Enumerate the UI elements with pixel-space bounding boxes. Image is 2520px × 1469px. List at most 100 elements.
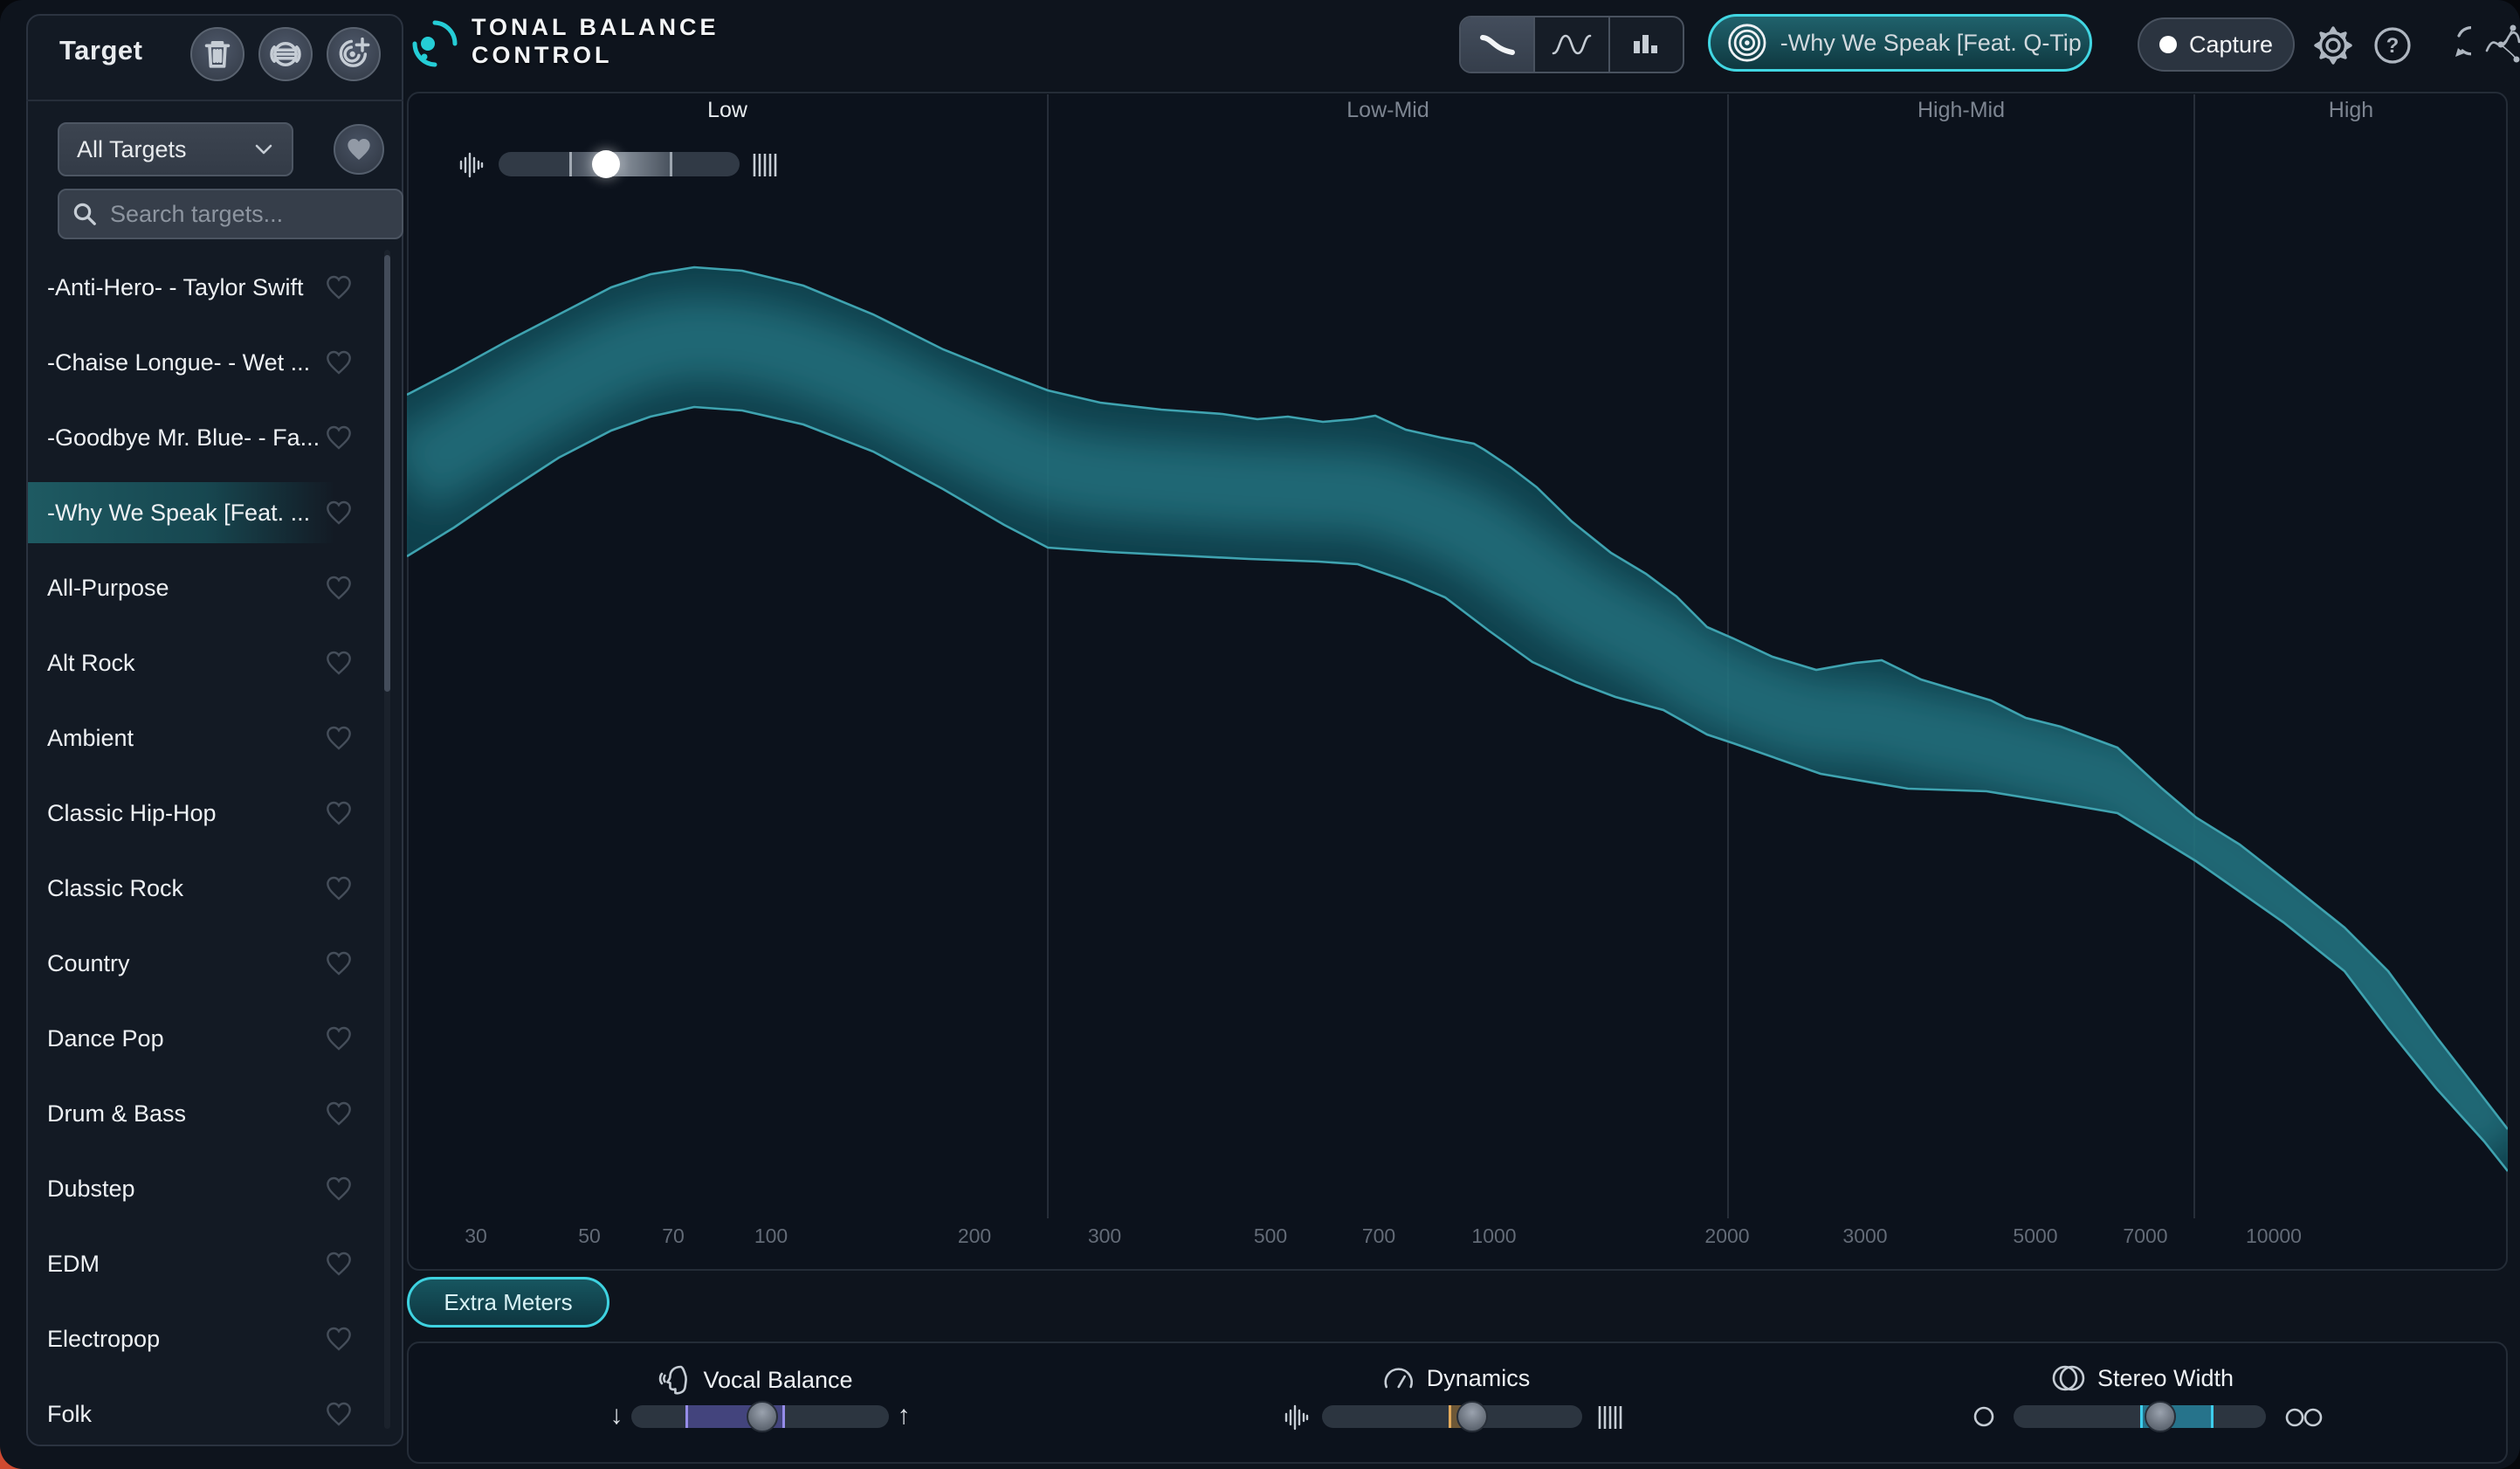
list-item[interactable]: Classic Hip-Hop xyxy=(28,776,377,851)
favorite-heart-icon[interactable] xyxy=(325,1176,353,1202)
band-label-high-mid[interactable]: High-Mid xyxy=(1917,98,2006,122)
list-item[interactable]: Electropop xyxy=(28,1301,377,1376)
stereo-width-knob[interactable] xyxy=(2145,1401,2176,1432)
record-dot-icon xyxy=(2159,36,2177,53)
vocal-balance-slider[interactable] xyxy=(631,1401,889,1432)
list-item[interactable]: Dubstep xyxy=(28,1151,377,1226)
bars-view-button[interactable] xyxy=(1610,17,1683,72)
list-scrollbar-thumb[interactable] xyxy=(384,255,390,692)
list-item[interactable]: -Goodbye Mr. Blue- - Fa... xyxy=(28,400,377,475)
list-item[interactable]: Classic Rock xyxy=(28,851,377,926)
signal-chain-button[interactable] xyxy=(2480,21,2520,66)
add-target-button[interactable] xyxy=(327,27,381,81)
freq-tick-label: 500 xyxy=(1253,1224,1288,1247)
favorite-heart-icon[interactable] xyxy=(325,650,353,676)
favorite-heart-icon[interactable] xyxy=(325,500,353,526)
list-item[interactable]: EDM xyxy=(28,1226,377,1301)
target-name: Classic Rock xyxy=(47,874,184,901)
target-preset-selector[interactable]: -Why We Speak [Feat. Q-Tip ... xyxy=(1708,14,2092,72)
curve-view-button[interactable] xyxy=(1461,17,1536,72)
dynamics-slider[interactable] xyxy=(1322,1401,1582,1432)
list-item[interactable]: Ambient xyxy=(28,700,377,776)
favorite-heart-icon[interactable] xyxy=(325,1251,353,1277)
barcode-icon xyxy=(1598,1406,1622,1429)
favorite-heart-icon[interactable] xyxy=(325,875,353,901)
vocal-head-icon xyxy=(658,1365,687,1395)
target-name: Folk xyxy=(47,1400,93,1427)
list-item[interactable]: -Chaise Longue- - Wet ... xyxy=(28,325,377,400)
target-name: Country xyxy=(47,949,130,976)
list-item[interactable]: Dance Pop xyxy=(28,1001,377,1076)
band-trim-divider xyxy=(670,152,672,176)
dynamics-label: Dynamics xyxy=(1381,1362,1530,1394)
target-name: -Chaise Longue- - Wet ... xyxy=(47,348,311,376)
favorite-heart-icon[interactable] xyxy=(325,1326,353,1352)
list-item[interactable]: Folk xyxy=(28,1376,377,1445)
list-item[interactable]: -Anti-Hero- - Taylor Swift xyxy=(28,250,377,325)
favorite-heart-icon[interactable] xyxy=(325,950,353,976)
list-item[interactable]: Alt Rock xyxy=(28,625,377,700)
freq-tick-label: 700 xyxy=(1361,1224,1396,1247)
freq-tick-label: 3000 xyxy=(1842,1224,1888,1247)
chevron-down-icon xyxy=(255,144,272,155)
favorite-heart-icon[interactable] xyxy=(325,725,353,751)
list-item[interactable]: -Why We Speak [Feat. ... xyxy=(28,475,377,550)
stereo-width-slider[interactable] xyxy=(2014,1401,2266,1432)
band-trim-divider xyxy=(569,152,572,176)
extra-meters-panel xyxy=(407,1341,2508,1464)
band-label-low-mid[interactable]: Low-Mid xyxy=(1346,98,1429,122)
favorite-heart-icon[interactable] xyxy=(325,1100,353,1127)
capture-button[interactable]: Capture xyxy=(2138,17,2295,72)
favorite-heart-icon[interactable] xyxy=(325,1401,353,1427)
target-name: Ambient xyxy=(47,724,134,751)
vocal-balance-knob[interactable] xyxy=(747,1401,778,1432)
favorite-heart-icon[interactable] xyxy=(325,1025,353,1052)
vocal-balance-label: Vocal Balance xyxy=(658,1362,853,1397)
barcode-icon xyxy=(753,154,777,176)
band-label-low[interactable]: Low xyxy=(707,98,747,122)
help-button[interactable]: ? xyxy=(2370,23,2415,68)
waveform-icon xyxy=(459,152,484,178)
list-item[interactable]: Drum & Bass xyxy=(28,1076,377,1151)
favorite-heart-icon[interactable] xyxy=(325,800,353,826)
band-label-high[interactable]: High xyxy=(2328,98,2374,122)
arrow-down-icon: ↓ xyxy=(609,1401,623,1430)
favorite-heart-icon[interactable] xyxy=(325,349,353,376)
capture-label: Capture xyxy=(2188,31,2274,58)
sine-wave-icon xyxy=(1552,34,1592,55)
dynamics-knob[interactable] xyxy=(1456,1401,1488,1432)
gauge-icon xyxy=(1384,1368,1414,1389)
band-trim-thumb[interactable] xyxy=(592,150,620,178)
list-item[interactable]: All-Purpose xyxy=(28,550,377,625)
freq-tick-label: 70 xyxy=(662,1224,685,1247)
freq-tick-label: 1000 xyxy=(1471,1224,1517,1247)
trash-icon xyxy=(204,41,231,68)
gear-icon xyxy=(2314,26,2352,65)
history-button[interactable] xyxy=(2427,23,2473,68)
search-input[interactable] xyxy=(108,199,374,229)
favorite-heart-icon[interactable] xyxy=(325,424,353,451)
bar-meter-icon xyxy=(1634,35,1658,53)
app-title-line1: TONAL BALANCE xyxy=(472,14,720,40)
extra-meters-button[interactable]: Extra Meters xyxy=(407,1277,609,1328)
freq-tick-label: 100 xyxy=(754,1224,788,1247)
delete-target-button[interactable] xyxy=(190,27,244,81)
freq-tick-label: 200 xyxy=(957,1224,992,1247)
favorite-heart-icon[interactable] xyxy=(325,575,353,601)
freq-tick-label: 2000 xyxy=(1704,1224,1750,1247)
question-mark-icon: ? xyxy=(2374,27,2411,64)
target-filter-dropdown[interactable]: All Targets xyxy=(58,122,293,176)
favorites-filter-button[interactable] xyxy=(334,124,384,175)
favorite-heart-icon[interactable] xyxy=(325,274,353,300)
list-scrollbar-track[interactable] xyxy=(384,250,390,1429)
search-field[interactable] xyxy=(58,189,403,239)
smoothing-button[interactable] xyxy=(258,27,313,81)
target-list: -Anti-Hero- - Taylor Swift -Chaise Longue… xyxy=(28,250,377,1445)
wave-view-button[interactable] xyxy=(1535,17,1610,72)
list-item[interactable]: Country xyxy=(28,926,377,1001)
target-name: Dance Pop xyxy=(47,1024,164,1052)
target-name: -Why We Speak [Feat. ... xyxy=(47,499,311,526)
settings-button[interactable] xyxy=(2310,23,2356,68)
